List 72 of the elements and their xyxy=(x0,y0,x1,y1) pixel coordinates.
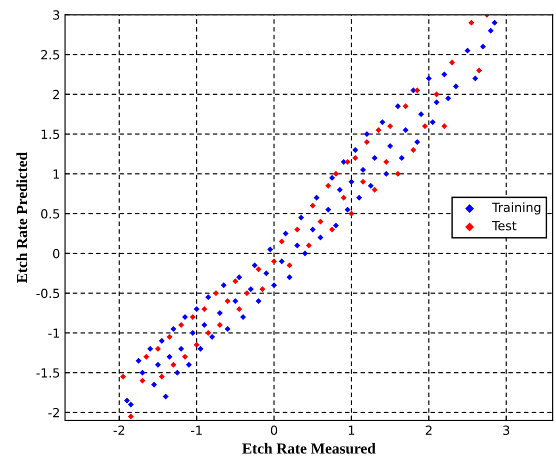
point xyxy=(224,298,231,304)
y-tick-label: -0.5 xyxy=(36,288,60,298)
y-tick-label: 0 xyxy=(53,248,60,258)
point xyxy=(410,147,416,153)
point xyxy=(318,218,324,225)
point xyxy=(128,413,134,420)
point xyxy=(434,91,440,98)
legend-label: Test xyxy=(492,221,516,230)
point xyxy=(286,262,292,268)
y-tick-label: 0.5 xyxy=(41,209,60,219)
y-tick-label: -1 xyxy=(48,328,60,338)
point xyxy=(232,278,238,284)
y-tick-label: 1.5 xyxy=(42,130,60,140)
point xyxy=(402,103,409,110)
y-tick-label: 2.5 xyxy=(41,50,60,60)
point xyxy=(383,158,390,165)
point xyxy=(178,322,184,328)
point xyxy=(394,170,401,177)
point xyxy=(414,87,420,94)
point xyxy=(140,378,146,384)
point xyxy=(329,226,336,232)
x-tick-label: 1 xyxy=(348,426,354,435)
point xyxy=(154,346,161,352)
y-tick-label: -1.5 xyxy=(36,368,60,378)
point xyxy=(310,202,316,209)
point xyxy=(344,158,351,165)
point xyxy=(441,123,448,130)
point xyxy=(158,374,165,380)
point xyxy=(256,266,262,272)
point xyxy=(476,68,482,74)
point xyxy=(205,330,212,336)
point xyxy=(143,354,150,360)
point xyxy=(387,123,394,130)
point xyxy=(120,374,126,380)
point xyxy=(166,334,172,340)
x-tick-label: 3 xyxy=(503,426,510,435)
point xyxy=(352,155,358,161)
point xyxy=(216,322,223,328)
point xyxy=(294,226,300,232)
y-tick-label: 3 xyxy=(53,10,60,20)
point xyxy=(278,238,285,244)
y-tick-label: 2 xyxy=(53,90,59,100)
point xyxy=(170,362,176,368)
point xyxy=(271,258,277,264)
point xyxy=(306,242,312,248)
point xyxy=(340,194,347,201)
y-tick-label: -2 xyxy=(48,408,59,418)
point xyxy=(468,20,474,26)
x-tick-label: 0 xyxy=(270,426,278,435)
point xyxy=(364,139,370,145)
x-tick-label: -2 xyxy=(114,426,124,435)
legend-label: Training xyxy=(492,202,540,214)
point xyxy=(422,123,428,130)
point xyxy=(213,290,219,296)
point xyxy=(201,306,208,312)
point xyxy=(325,182,332,189)
x-tick-label: 2 xyxy=(426,426,432,435)
x-tick-label: -1 xyxy=(191,426,202,435)
x-axis-title: Etch Rate Measured xyxy=(242,442,376,454)
point xyxy=(194,342,200,348)
point xyxy=(236,306,242,312)
y-axis-title: Etch Rate Predicted xyxy=(16,152,28,283)
point xyxy=(244,290,250,296)
y-tick-label: 1 xyxy=(54,169,60,179)
point xyxy=(376,127,382,134)
point xyxy=(360,178,366,185)
point xyxy=(372,186,378,193)
point xyxy=(348,210,354,217)
point xyxy=(333,170,339,177)
point xyxy=(182,354,188,360)
point xyxy=(259,286,266,292)
point xyxy=(190,314,196,320)
